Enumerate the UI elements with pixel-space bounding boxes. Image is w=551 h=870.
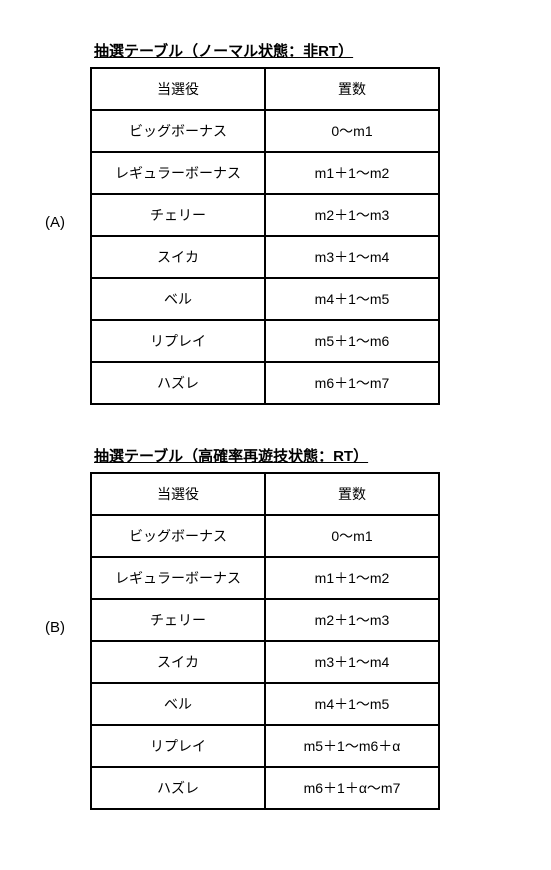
table-b-cell-left: ビッグボーナス	[91, 515, 265, 557]
section-b: (B) 抽選テーブル（高確率再遊技状態：RT） 当選役 置数 ビッグボーナス 0…	[20, 445, 531, 810]
table-row: ハズレ m6＋1～m7	[91, 362, 439, 404]
table-b-cell-right: m5＋1～m6＋α	[265, 725, 439, 767]
table-a-cell-right: m2＋1～m3	[265, 194, 439, 236]
table-b-title: 抽選テーブル（高確率再遊技状態：RT）	[94, 445, 531, 466]
table-b-cell-left: ベル	[91, 683, 265, 725]
table-a-cell-right: m1＋1～m2	[265, 152, 439, 194]
section-a-label: (A)	[20, 214, 90, 231]
table-a-header-row: 当選役 置数	[91, 68, 439, 110]
table-a-wrap: 抽選テーブル（ノーマル状態：非RT） 当選役 置数 ビッグボーナス 0～m1 レ…	[90, 40, 531, 405]
table-b-cell-left: スイカ	[91, 641, 265, 683]
table-row: ベル m4＋1～m5	[91, 683, 439, 725]
table-a-title: 抽選テーブル（ノーマル状態：非RT）	[94, 40, 531, 61]
table-row: レギュラーボーナス m1＋1～m2	[91, 557, 439, 599]
table-row: ビッグボーナス 0～m1	[91, 515, 439, 557]
table-row: スイカ m3＋1～m4	[91, 236, 439, 278]
table-a-cell-left: チェリー	[91, 194, 265, 236]
table-row: リプレイ m5＋1～m6	[91, 320, 439, 362]
table-a-cell-right: m4＋1～m5	[265, 278, 439, 320]
table-a-cell-left: ベル	[91, 278, 265, 320]
table-row: ベル m4＋1～m5	[91, 278, 439, 320]
table-b-cell-left: リプレイ	[91, 725, 265, 767]
table-b-cell-right: m2＋1～m3	[265, 599, 439, 641]
table-row: ハズレ m6＋1＋α～m7	[91, 767, 439, 809]
table-b-header-left: 当選役	[91, 473, 265, 515]
section-b-label: (B)	[20, 619, 90, 636]
table-b-cell-right: m3＋1～m4	[265, 641, 439, 683]
table-b-header-right: 置数	[265, 473, 439, 515]
table-a-cell-left: スイカ	[91, 236, 265, 278]
lottery-table-b: 当選役 置数 ビッグボーナス 0～m1 レギュラーボーナス m1＋1～m2 チェ…	[90, 472, 440, 810]
table-a-header-left: 当選役	[91, 68, 265, 110]
table-b-cell-right: m4＋1～m5	[265, 683, 439, 725]
table-b-wrap: 抽選テーブル（高確率再遊技状態：RT） 当選役 置数 ビッグボーナス 0～m1 …	[90, 445, 531, 810]
table-a-cell-right: m6＋1～m7	[265, 362, 439, 404]
table-a-cell-left: リプレイ	[91, 320, 265, 362]
section-a: (A) 抽選テーブル（ノーマル状態：非RT） 当選役 置数 ビッグボーナス 0～…	[20, 40, 531, 405]
table-a-header-right: 置数	[265, 68, 439, 110]
table-b-cell-left: レギュラーボーナス	[91, 557, 265, 599]
table-b-cell-left: チェリー	[91, 599, 265, 641]
table-row: リプレイ m5＋1～m6＋α	[91, 725, 439, 767]
table-row: チェリー m2＋1～m3	[91, 194, 439, 236]
table-row: レギュラーボーナス m1＋1～m2	[91, 152, 439, 194]
table-b-cell-right: m6＋1＋α～m7	[265, 767, 439, 809]
lottery-table-a: 当選役 置数 ビッグボーナス 0～m1 レギュラーボーナス m1＋1～m2 チェ…	[90, 67, 440, 405]
table-b-cell-right: m1＋1～m2	[265, 557, 439, 599]
table-a-cell-left: ハズレ	[91, 362, 265, 404]
table-b-header-row: 当選役 置数	[91, 473, 439, 515]
table-a-cell-right: 0～m1	[265, 110, 439, 152]
table-b-cell-left: ハズレ	[91, 767, 265, 809]
table-a-cell-left: ビッグボーナス	[91, 110, 265, 152]
table-a-cell-left: レギュラーボーナス	[91, 152, 265, 194]
table-b-cell-right: 0～m1	[265, 515, 439, 557]
table-row: チェリー m2＋1～m3	[91, 599, 439, 641]
table-row: スイカ m3＋1～m4	[91, 641, 439, 683]
table-a-cell-right: m5＋1～m6	[265, 320, 439, 362]
table-a-cell-right: m3＋1～m4	[265, 236, 439, 278]
table-row: ビッグボーナス 0～m1	[91, 110, 439, 152]
